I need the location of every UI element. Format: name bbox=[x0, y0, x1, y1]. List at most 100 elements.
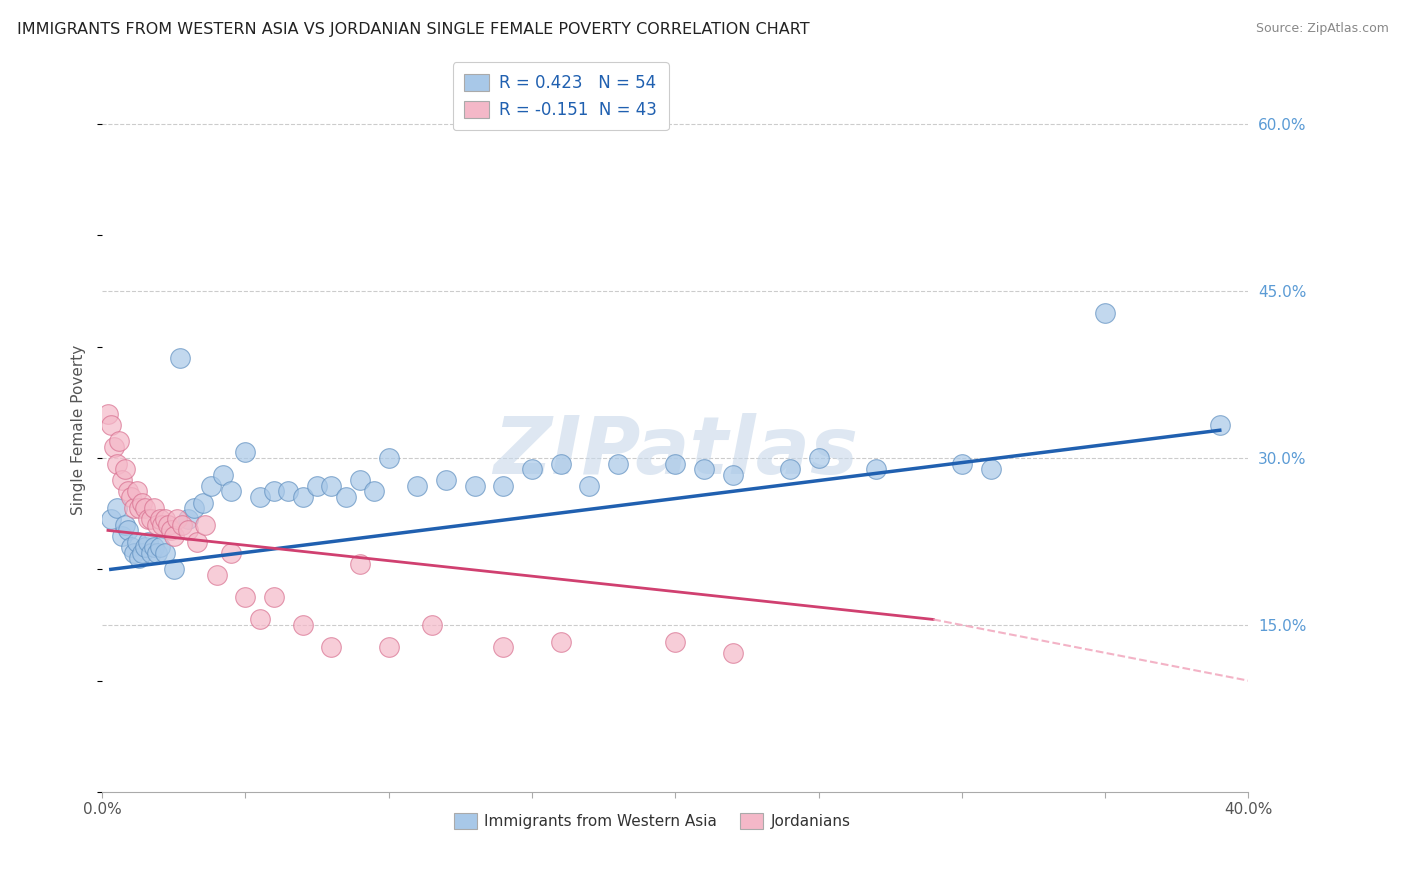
Point bbox=[128, 551, 150, 566]
Point bbox=[131, 546, 153, 560]
Point bbox=[177, 512, 200, 526]
Point bbox=[103, 440, 125, 454]
Point bbox=[191, 495, 214, 509]
Point bbox=[155, 512, 177, 526]
Point bbox=[200, 479, 222, 493]
Point bbox=[117, 524, 139, 538]
Point bbox=[979, 462, 1001, 476]
Point bbox=[177, 524, 200, 538]
Point bbox=[321, 640, 343, 655]
Point bbox=[136, 534, 159, 549]
Point bbox=[550, 457, 572, 471]
Point bbox=[205, 568, 228, 582]
Point bbox=[105, 457, 128, 471]
Point bbox=[1209, 417, 1232, 432]
Point bbox=[166, 512, 188, 526]
Point bbox=[492, 640, 515, 655]
Point bbox=[378, 451, 401, 466]
Point bbox=[211, 467, 233, 482]
Text: ZIPatlas: ZIPatlas bbox=[494, 413, 858, 491]
Point bbox=[145, 546, 167, 560]
Point bbox=[134, 501, 156, 516]
Point bbox=[160, 524, 183, 538]
Point bbox=[145, 517, 167, 532]
Point bbox=[139, 512, 162, 526]
Point bbox=[148, 512, 170, 526]
Point bbox=[664, 457, 686, 471]
Point bbox=[263, 484, 285, 499]
Point bbox=[277, 484, 299, 499]
Point bbox=[721, 646, 744, 660]
Point bbox=[122, 501, 145, 516]
Point bbox=[125, 534, 148, 549]
Point bbox=[163, 562, 186, 576]
Point bbox=[335, 490, 357, 504]
Point bbox=[120, 490, 142, 504]
Point bbox=[172, 517, 194, 532]
Point bbox=[263, 590, 285, 604]
Point bbox=[420, 618, 443, 632]
Point bbox=[120, 540, 142, 554]
Point bbox=[349, 473, 371, 487]
Point bbox=[664, 634, 686, 648]
Point bbox=[125, 484, 148, 499]
Point bbox=[321, 479, 343, 493]
Point bbox=[307, 479, 329, 493]
Point bbox=[607, 457, 630, 471]
Point bbox=[139, 546, 162, 560]
Point bbox=[169, 351, 191, 365]
Point bbox=[235, 590, 257, 604]
Point bbox=[363, 484, 385, 499]
Point bbox=[186, 534, 208, 549]
Point bbox=[122, 546, 145, 560]
Point bbox=[131, 495, 153, 509]
Point bbox=[721, 467, 744, 482]
Point bbox=[114, 462, 136, 476]
Point bbox=[155, 546, 177, 560]
Point bbox=[249, 490, 271, 504]
Point bbox=[148, 540, 170, 554]
Point bbox=[464, 479, 486, 493]
Point bbox=[291, 618, 314, 632]
Point bbox=[117, 484, 139, 499]
Point bbox=[578, 479, 600, 493]
Point bbox=[111, 473, 134, 487]
Point bbox=[142, 540, 165, 554]
Point bbox=[807, 451, 830, 466]
Point bbox=[111, 529, 134, 543]
Point bbox=[235, 445, 257, 459]
Point bbox=[249, 612, 271, 626]
Point bbox=[194, 517, 217, 532]
Point bbox=[520, 462, 543, 476]
Point bbox=[150, 517, 173, 532]
Point bbox=[434, 473, 457, 487]
Point bbox=[100, 417, 122, 432]
Point bbox=[865, 462, 887, 476]
Point bbox=[406, 479, 429, 493]
Point bbox=[378, 640, 401, 655]
Point bbox=[779, 462, 801, 476]
Point bbox=[1094, 306, 1116, 320]
Point bbox=[550, 634, 572, 648]
Point bbox=[693, 462, 716, 476]
Point bbox=[349, 557, 371, 571]
Text: IMMIGRANTS FROM WESTERN ASIA VS JORDANIAN SINGLE FEMALE POVERTY CORRELATION CHAR: IMMIGRANTS FROM WESTERN ASIA VS JORDANIA… bbox=[17, 22, 810, 37]
Legend: Immigrants from Western Asia, Jordanians: Immigrants from Western Asia, Jordanians bbox=[449, 806, 856, 835]
Y-axis label: Single Female Poverty: Single Female Poverty bbox=[72, 345, 86, 516]
Point bbox=[136, 512, 159, 526]
Point bbox=[108, 434, 131, 449]
Point bbox=[183, 501, 205, 516]
Point bbox=[219, 546, 242, 560]
Point bbox=[950, 457, 973, 471]
Point bbox=[128, 501, 150, 516]
Point bbox=[492, 479, 515, 493]
Point bbox=[100, 512, 122, 526]
Point bbox=[114, 517, 136, 532]
Point bbox=[291, 490, 314, 504]
Point bbox=[219, 484, 242, 499]
Point bbox=[163, 529, 186, 543]
Point bbox=[157, 517, 180, 532]
Point bbox=[105, 501, 128, 516]
Point bbox=[134, 540, 156, 554]
Point bbox=[97, 407, 120, 421]
